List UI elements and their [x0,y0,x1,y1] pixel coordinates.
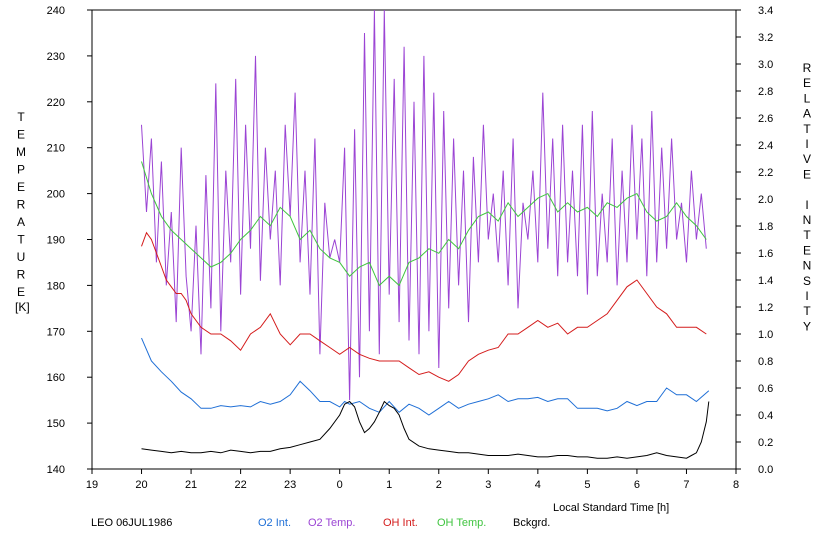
y-right-label-letter: L [804,91,811,105]
legend-entry: OH Temp. [437,517,486,529]
x-tick-label: 4 [535,479,541,491]
y-left-label-letter: A [17,215,25,229]
y-left-label-letter: U [17,250,26,264]
y-right-label-letter: E [803,243,811,257]
y-right-label-letter: T [803,122,811,136]
y-right-tick-label: 0.2 [758,437,773,449]
series-line-oh-temp [141,161,707,287]
y-left-tick-label: 160 [47,372,65,384]
y-left-label-letter: M [16,145,26,159]
y-left-label-letter: R [17,268,26,282]
x-tick-label: 5 [584,479,590,491]
y-right-tick-label: 0.6 [758,383,773,395]
x-axis: 19 20 21 22 23 0 1 2 3 4 5 6 7 8 [86,469,739,491]
y-left-label-letter: E [17,180,25,194]
y-right-label-letter: E [803,76,811,90]
x-axis-label: Local Standard Time [h] [553,502,669,514]
y-left-label-letter: R [17,198,26,212]
x-tick-label: 0 [337,479,343,491]
legend-entry: Bckgrd. [513,517,550,529]
y-left-tick-label: 230 [47,51,65,63]
y-left-tick-label: 190 [47,235,65,247]
y-left-label-letter: E [17,285,25,299]
x-tick-label: 8 [733,479,739,491]
y-right-label-letter: T [803,304,811,318]
legend-entry: O2 Temp. [308,517,356,529]
y-right-tick-label: 1.4 [758,275,773,287]
y-right-label-letter: V [803,152,811,166]
footer-label: LEO 06JUL1986 [91,517,172,529]
series-line-bckgrd [141,400,710,459]
y-right-label-letter: T [803,228,811,242]
series-line-o2-temp [141,9,707,401]
y-left-tick-label: 210 [47,143,65,155]
y-left-tick-label: 170 [47,326,65,338]
y-right-tick-label: 2.4 [758,140,773,152]
y-axis-left: 140 150 160 170 180 190 200 210 220 230 240 [47,5,92,476]
y-right-label-letter: R [803,61,812,75]
x-tick-label: 20 [135,479,147,491]
x-tick-label: 6 [634,479,640,491]
y-right-label-letter: I [805,198,808,212]
y-right-tick-label: 1.6 [758,248,773,260]
x-tick-label: 1 [386,479,392,491]
x-tick-label: 3 [485,479,491,491]
x-tick-label: 22 [234,479,246,491]
y-axis-right: 0.0 0.2 0.4 0.6 0.8 1.0 1.2 1.4 1.6 1.8 2.0 2.2 2.4 2… [736,5,773,476]
legend-entry: O2 Int. [258,517,291,529]
x-tick-label: 2 [436,479,442,491]
y-left-tick-label: 220 [47,97,65,109]
y-right-label-letter: I [805,289,808,303]
y-left-label-letter: E [17,128,25,142]
y-right-tick-label: 2.8 [758,86,773,98]
y-left-label-letter: T [17,110,25,124]
y-right-label-letter: Y [803,319,811,333]
y-right-tick-label: 2.6 [758,113,773,125]
y-right-label-letter: N [803,213,812,227]
x-tick-label: 21 [185,479,197,491]
y-right-tick-label: 0.0 [758,464,773,476]
y-right-label-letter: A [803,107,811,121]
legend: O2 Int. O2 Temp. OH Int. OH Temp. Bckgrd. [258,517,550,529]
x-tick-label: 19 [86,479,98,491]
y-right-tick-label: 1.2 [758,302,773,314]
series-line-oh-int [141,231,707,382]
y-right-tick-label: 1.0 [758,329,773,341]
y-left-tick-label: 180 [47,280,65,292]
y-right-tick-label: 3.0 [758,59,773,71]
series-layer [141,9,710,459]
y-left-tick-label: 140 [47,464,65,476]
left-unit-label: [K] [15,300,30,314]
y-right-tick-label: 3.4 [758,5,773,17]
plot-frame [91,9,737,470]
y-right-label-letter: N [803,259,812,273]
y-left-tick-label: 200 [47,189,65,201]
y-right-tick-label: 2.0 [758,194,773,206]
y-right-tick-label: 0.4 [758,410,773,422]
y-right-label-letter: S [803,274,811,288]
y-left-tick-label: 150 [47,418,65,430]
x-tick-label: 23 [284,479,296,491]
x-tick-label: 7 [683,479,689,491]
y-right-label-letter: E [803,167,811,181]
y-right-label-letter: I [805,137,808,151]
y-right-tick-label: 1.8 [758,221,773,233]
legend-entry: OH Int. [383,517,418,529]
y-left-label-letter: T [17,233,25,247]
y-left-label-letter: P [17,163,25,177]
y-left-tick-label: 240 [47,5,65,17]
y-right-tick-label: 3.2 [758,32,773,44]
series-line-o2-int [141,337,710,416]
y-right-tick-label: 2.2 [758,167,773,179]
y-right-tick-label: 0.8 [758,356,773,368]
